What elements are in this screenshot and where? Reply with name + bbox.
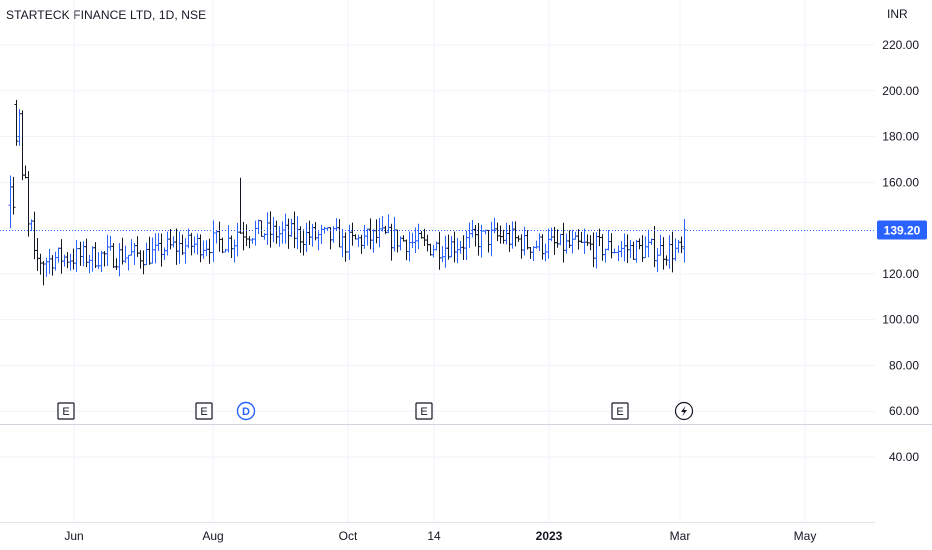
earnings-marker[interactable] bbox=[415, 402, 433, 420]
y-tick-label: 200.00 bbox=[882, 84, 919, 98]
earnings-marker-label: E bbox=[420, 406, 427, 418]
price-axis[interactable]: 220.00200.00180.00160.00140.00120.00100.… bbox=[882, 38, 919, 464]
last-price-badge-bg bbox=[877, 220, 927, 240]
y-tick-label: 100.00 bbox=[882, 313, 919, 327]
dividend-marker[interactable] bbox=[236, 401, 256, 421]
chart-title: STARTECK FINANCE LTD, 1D, NSE bbox=[6, 8, 207, 22]
dividend-marker-label: D bbox=[242, 406, 250, 418]
y-tick-label: 60.00 bbox=[889, 404, 919, 418]
earnings-marker-label: E bbox=[200, 406, 207, 418]
x-tick-label: 2023 bbox=[536, 529, 563, 543]
earnings-marker-label: E bbox=[616, 406, 623, 418]
x-tick-label: Jun bbox=[64, 529, 83, 543]
y-tick-label: 180.00 bbox=[882, 130, 919, 144]
y-tick-label: 80.00 bbox=[889, 358, 919, 372]
earnings-marker-label: E bbox=[62, 406, 69, 418]
earnings-marker[interactable] bbox=[611, 402, 629, 420]
y-tick-label: 220.00 bbox=[882, 38, 919, 52]
lightning-icon bbox=[681, 406, 687, 416]
y-tick-label: 120.00 bbox=[882, 267, 919, 281]
time-axis[interactable]: Jun Aug Oct 14 2023 Mar May bbox=[64, 529, 816, 543]
x-tick-label: Aug bbox=[202, 529, 223, 543]
grid-lines bbox=[0, 0, 875, 522]
currency-unit: INR bbox=[887, 7, 908, 21]
last-price-badge: 139.20 bbox=[877, 220, 927, 240]
x-tick-label: May bbox=[794, 529, 817, 543]
x-tick-label: Mar bbox=[670, 529, 691, 543]
earnings-marker[interactable] bbox=[57, 402, 75, 420]
last-price-label: 139.20 bbox=[884, 224, 921, 238]
x-tick-label: 14 bbox=[427, 529, 441, 543]
y-tick-label: 160.00 bbox=[882, 175, 919, 189]
y-tick-label: 40.00 bbox=[889, 450, 919, 464]
x-tick-label: Oct bbox=[339, 529, 358, 543]
earnings-marker[interactable] bbox=[195, 402, 213, 420]
ohlc-bars bbox=[8, 99, 687, 286]
